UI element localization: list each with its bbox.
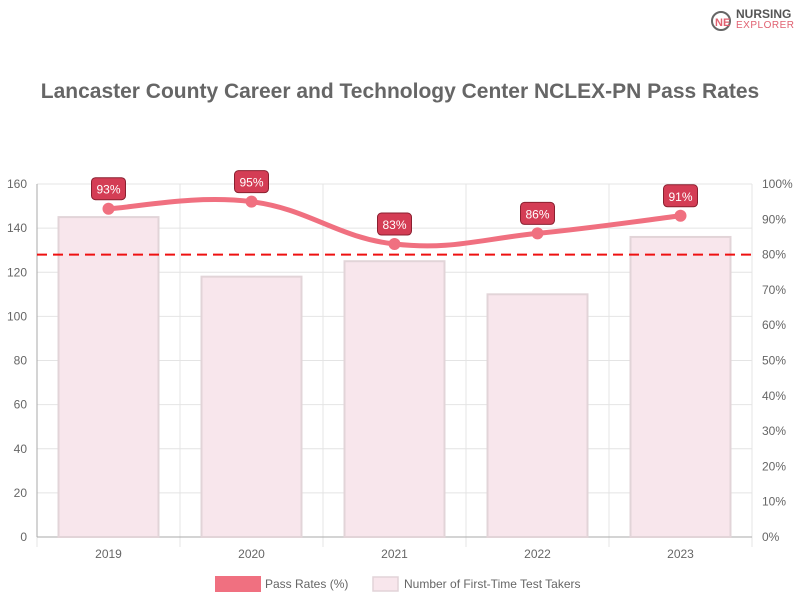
right-tick-label: 60% bbox=[762, 318, 786, 332]
right-tick-label: 50% bbox=[762, 354, 786, 368]
pass-rate-point bbox=[674, 209, 687, 222]
legend-swatch-pass-rates bbox=[215, 576, 261, 592]
pass-rate-point bbox=[245, 195, 258, 208]
x-tick-label: 2021 bbox=[381, 547, 408, 561]
pass-rate-point bbox=[102, 202, 115, 215]
right-tick-label: 40% bbox=[762, 389, 786, 403]
logo-icon: NE bbox=[711, 10, 731, 31]
legend-swatch-test-takers bbox=[372, 576, 399, 592]
data-label: 93% bbox=[96, 183, 120, 197]
x-tick-label: 2023 bbox=[667, 547, 694, 561]
left-tick-label: 80 bbox=[14, 354, 28, 368]
right-tick-label: 0% bbox=[762, 530, 780, 544]
left-tick-label: 0 bbox=[20, 530, 27, 544]
right-tick-label: 90% bbox=[762, 212, 786, 226]
right-tick-label: 70% bbox=[762, 283, 786, 297]
x-tick-label: 2019 bbox=[95, 547, 122, 561]
right-tick-label: 10% bbox=[762, 495, 786, 509]
left-tick-label: 160 bbox=[7, 177, 27, 191]
data-label-box bbox=[234, 170, 269, 194]
right-tick-label: 100% bbox=[762, 177, 793, 191]
chart-title: Lancaster County Career and Technology C… bbox=[40, 80, 760, 103]
right-tick-label: 80% bbox=[762, 248, 786, 262]
svg-text:NE: NE bbox=[715, 17, 730, 29]
logo-text-2: EXPLORER bbox=[736, 20, 795, 31]
bar bbox=[629, 235, 732, 538]
pass-rate-point bbox=[388, 238, 401, 251]
data-label-box bbox=[663, 184, 698, 208]
data-label-box bbox=[91, 177, 126, 201]
pass-rate-point bbox=[531, 227, 544, 240]
data-label: 91% bbox=[668, 190, 692, 204]
left-tick-label: 140 bbox=[7, 221, 27, 235]
left-tick-label: 40 bbox=[14, 442, 28, 456]
data-label-box bbox=[520, 201, 555, 225]
left-tick-label: 100 bbox=[7, 309, 27, 323]
data-label: 95% bbox=[239, 176, 263, 190]
left-tick-label: 60 bbox=[14, 398, 28, 412]
logo: NE NURSING EXPLORER bbox=[710, 8, 794, 31]
legend-label-test-takers: Number of First-Time Test Takers bbox=[404, 577, 580, 591]
x-tick-label: 2020 bbox=[238, 547, 265, 561]
bar bbox=[57, 216, 160, 538]
x-tick-label: 2022 bbox=[524, 547, 551, 561]
right-tick-label: 20% bbox=[762, 459, 786, 473]
logo-text-1: NURSING bbox=[736, 7, 792, 21]
bar bbox=[486, 293, 589, 538]
bar bbox=[343, 260, 446, 538]
right-tick-label: 30% bbox=[762, 424, 786, 438]
bar bbox=[200, 275, 303, 538]
left-tick-label: 20 bbox=[14, 486, 28, 500]
left-tick-label: 120 bbox=[7, 265, 27, 279]
data-label: 86% bbox=[525, 207, 549, 221]
data-label-box bbox=[377, 212, 412, 236]
data-label: 83% bbox=[382, 218, 406, 232]
legend-label-pass-rates: Pass Rates (%) bbox=[265, 577, 348, 591]
